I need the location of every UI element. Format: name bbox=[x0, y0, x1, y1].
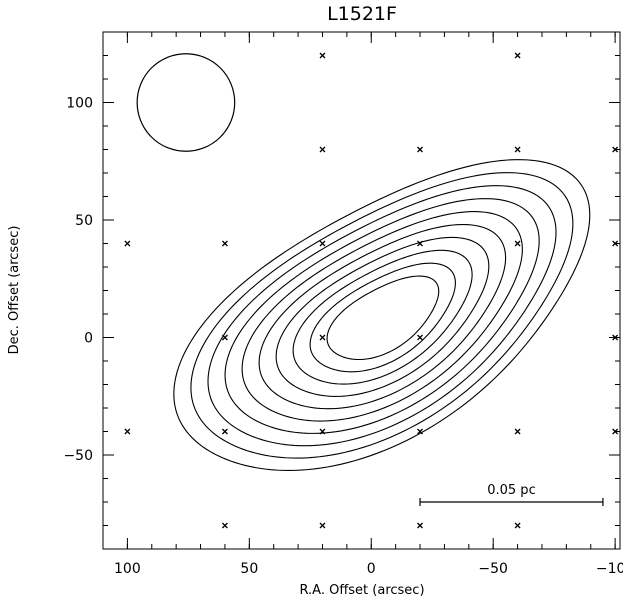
contour-level-3 bbox=[208, 186, 556, 446]
plot-frame bbox=[103, 32, 620, 549]
pointing-marker bbox=[515, 523, 520, 528]
pointing-marker bbox=[222, 335, 227, 340]
pointing-marker bbox=[515, 241, 520, 246]
beam-circle bbox=[137, 54, 235, 152]
y-axis-label: Dec. Offset (arcsec) bbox=[7, 226, 22, 355]
contour-level-5 bbox=[242, 212, 522, 421]
pointing-marker bbox=[515, 429, 520, 434]
x-tick-label: 0 bbox=[367, 561, 376, 577]
y-tick-label: 0 bbox=[84, 331, 93, 347]
scale-bar: 0.05 pc bbox=[420, 483, 603, 506]
x-tick-label: −50 bbox=[478, 561, 508, 577]
pointing-marker bbox=[125, 241, 130, 246]
tick-labels: 100 50 0 −50 −100 100 50 0 −50 bbox=[63, 96, 623, 578]
pointing-marker bbox=[320, 53, 325, 58]
pointing-marker bbox=[418, 523, 423, 528]
contour-level-10 bbox=[327, 276, 439, 359]
pointing-marker bbox=[320, 335, 325, 340]
pointing-marker bbox=[418, 335, 423, 340]
contour-group bbox=[174, 160, 590, 471]
chart-title: L1521F bbox=[327, 3, 397, 25]
y-tick-label: −50 bbox=[63, 448, 93, 464]
x-tick-label: 100 bbox=[114, 561, 141, 577]
pointing-marker bbox=[515, 53, 520, 58]
contour-level-8 bbox=[293, 250, 472, 384]
x-tick-label: −100 bbox=[596, 561, 623, 577]
x-axis-label: R.A. Offset (arcsec) bbox=[299, 583, 424, 598]
y-tick-label: 100 bbox=[66, 96, 93, 112]
pointing-marker bbox=[320, 523, 325, 528]
y-tick-label: 50 bbox=[75, 213, 93, 229]
axis-ticks bbox=[103, 32, 620, 549]
pointing-marker bbox=[222, 241, 227, 246]
pointing-marker bbox=[418, 147, 423, 152]
x-tick-label: 50 bbox=[240, 561, 258, 577]
pointing-marker bbox=[320, 241, 325, 246]
pointing-marker bbox=[515, 147, 520, 152]
pointing-marker bbox=[222, 429, 227, 434]
pointing-markers bbox=[125, 53, 618, 528]
pointing-marker bbox=[125, 429, 130, 434]
pointing-marker bbox=[222, 523, 227, 528]
contour-level-2 bbox=[191, 173, 573, 458]
pointing-marker bbox=[320, 147, 325, 152]
scale-bar-label: 0.05 pc bbox=[487, 483, 535, 498]
contour-level-1 bbox=[174, 160, 590, 471]
